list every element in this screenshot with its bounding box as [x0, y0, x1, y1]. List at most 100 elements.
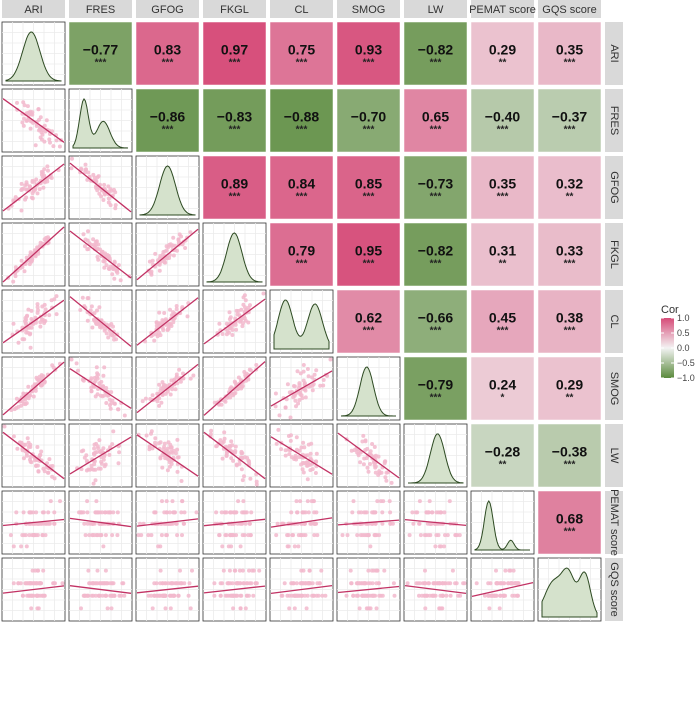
- scatter-point: [340, 533, 345, 538]
- scatter-point: [85, 247, 90, 252]
- cor-cell-fkgl-cl: 0.79***: [269, 222, 334, 287]
- scatter-point: [166, 322, 171, 327]
- cor-cell-fres-cl: −0.88***: [269, 88, 334, 153]
- significance-stars: ***: [430, 326, 442, 337]
- scatter-point: [360, 533, 365, 538]
- significance-stars: ***: [497, 192, 509, 203]
- scatter-point: [27, 184, 32, 189]
- cor-value-label: 0.33: [556, 243, 583, 259]
- scatter-point: [138, 521, 142, 526]
- scatter-point: [92, 244, 97, 249]
- significance-stars: ***: [430, 58, 442, 69]
- significance-stars: ***: [564, 58, 576, 69]
- density-curve: [273, 299, 330, 350]
- scatter-point: [417, 593, 421, 598]
- scatter-point: [26, 384, 31, 389]
- scatter-point: [294, 581, 299, 586]
- scatter-point: [243, 373, 248, 378]
- fit-line: [2, 299, 65, 344]
- scatter-point: [373, 521, 378, 526]
- scatter-point: [22, 269, 27, 274]
- scatter-point: [114, 337, 119, 342]
- scatter-point: [515, 593, 520, 598]
- scatter-point: [312, 372, 317, 377]
- scatter-point: [111, 581, 116, 586]
- scatter-point: [297, 383, 302, 388]
- scatter-point: [171, 448, 176, 453]
- scatter-point: [165, 468, 170, 473]
- scatter-point: [103, 593, 108, 598]
- scatter-point: [318, 383, 323, 388]
- scatter-point: [249, 581, 254, 586]
- density-panel-smog: [336, 356, 401, 421]
- scatter-point: [97, 533, 102, 538]
- scatter-point: [100, 593, 105, 598]
- cor-value-label: 0.97: [221, 42, 248, 58]
- cor-value-label: 0.93: [355, 42, 382, 58]
- scatter-point: [29, 593, 34, 598]
- scatter-point: [108, 187, 113, 192]
- scatter-point: [229, 456, 234, 461]
- scatter-point: [95, 444, 100, 449]
- scatter-point: [297, 398, 302, 402]
- scatter-point: [220, 544, 225, 549]
- column-header-label: PEMAT score: [469, 4, 536, 16]
- scatter-point: [92, 442, 97, 447]
- scatter-point: [46, 470, 50, 475]
- scatter-point: [437, 544, 442, 549]
- scatter-point: [29, 460, 34, 465]
- scatter-point: [52, 510, 57, 515]
- scatter-point: [160, 499, 164, 504]
- scatter-point: [163, 606, 168, 611]
- scatter-point: [54, 312, 59, 317]
- scatter-point: [438, 581, 442, 586]
- scatter-panel-lw-cl: [269, 423, 334, 488]
- scatter-point: [28, 345, 33, 350]
- legend-tick-label: 0.5: [677, 328, 690, 338]
- scatter-point: [312, 533, 317, 538]
- scatter-point: [301, 461, 306, 466]
- scatter-panel-lw-fres: [68, 423, 133, 488]
- scatter-point: [79, 510, 84, 515]
- scatter-point: [383, 475, 388, 480]
- scatter-panel-smog-fkgl: [202, 356, 267, 421]
- scatter-point: [104, 263, 109, 268]
- scatter-point: [247, 367, 252, 372]
- density-panel-ari: [1, 21, 66, 86]
- scatter-point: [176, 593, 181, 598]
- cor-cell-cl-smog: 0.62***: [336, 289, 401, 354]
- scatter-point: [140, 399, 145, 404]
- scatter-point: [44, 235, 49, 240]
- scatter-point: [89, 385, 94, 390]
- scatter-point: [240, 568, 245, 573]
- scatter-point: [157, 330, 162, 335]
- fit-line: [136, 297, 199, 346]
- scatter-point: [102, 265, 107, 270]
- cor-cell-smog-gqs-score: 0.29**: [537, 356, 602, 421]
- scatter-point: [187, 581, 192, 586]
- scatter-point: [175, 533, 180, 538]
- scatter-point: [249, 510, 254, 515]
- scatter-point: [246, 593, 251, 598]
- scatter-point: [139, 533, 144, 538]
- column-header-ari: ARI: [2, 0, 65, 18]
- scatter-point: [116, 461, 121, 466]
- scatter-point: [308, 456, 313, 461]
- scatter-point: [254, 479, 259, 484]
- scatter-point: [180, 499, 185, 504]
- cor-value-label: −0.38: [552, 444, 588, 460]
- scatter-point: [230, 533, 235, 538]
- scatter-point: [90, 581, 95, 586]
- scatter-point: [307, 568, 312, 573]
- scatter-point: [93, 239, 98, 244]
- scatter-point: [14, 510, 19, 515]
- scatter-point: [217, 321, 222, 326]
- scatter-point: [287, 606, 292, 611]
- scatter-point: [179, 510, 184, 515]
- scatter-point: [108, 403, 112, 408]
- scatter-point: [94, 374, 99, 379]
- column-header-lw: LW: [404, 0, 467, 18]
- scatter-point: [299, 393, 304, 398]
- scatter-point: [44, 118, 49, 123]
- scatter-point: [302, 593, 307, 598]
